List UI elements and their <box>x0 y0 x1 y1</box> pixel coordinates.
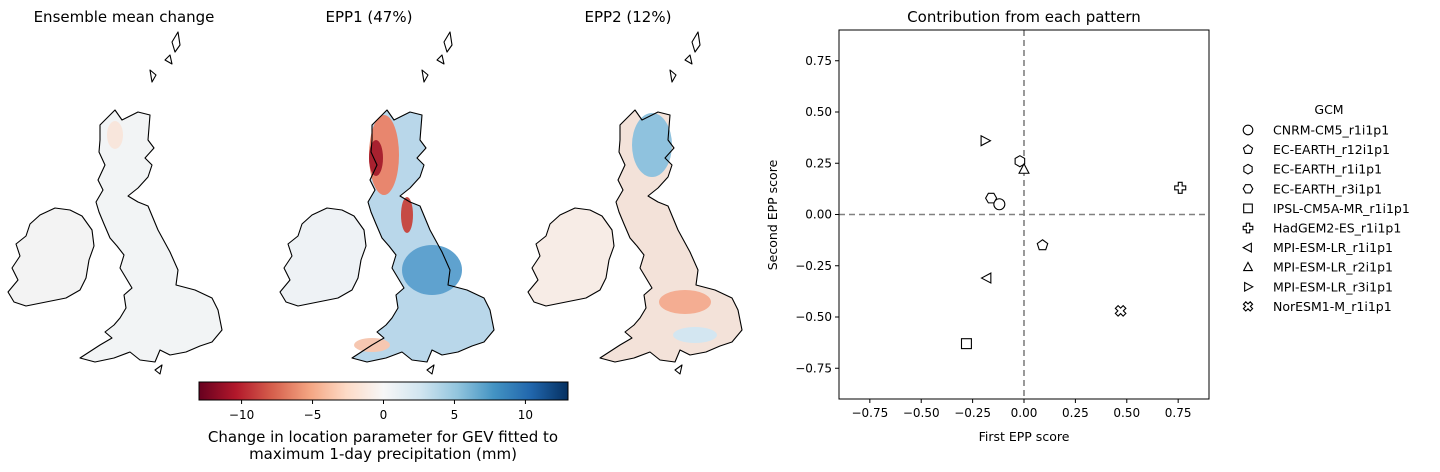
islands-coastline <box>149 31 181 375</box>
map-title-mean: Ensemble mean change <box>34 8 215 26</box>
colorbar: −10 −5 0 5 10 Change in location parameter f… <box>198 381 569 463</box>
y-tick-label: −0.75 <box>795 361 832 375</box>
legend-item: MPI-ESM-LR_r2i1p1 <box>1242 260 1393 275</box>
legend-item: IPSL-CM5A-MR_r1i1p1 <box>1243 201 1410 216</box>
legend-label: EC-EARTH_r1i1p1 <box>1273 162 1382 177</box>
legend-marker <box>1243 163 1253 175</box>
y-tick-label: 0.00 <box>805 208 832 222</box>
legend-label: MPI-ESM-LR_r3i1p1 <box>1273 279 1393 294</box>
legend-marker <box>1242 222 1254 234</box>
legend-item: MPI-ESM-LR_r3i1p1 <box>1244 279 1393 294</box>
legend-marker <box>1242 261 1254 272</box>
field-anomaly <box>107 121 123 149</box>
legend: GCM CNRM-CM5_r1i1p1 EC-EARTH_r12i1p1 EC-EA… <box>1242 102 1410 314</box>
x-tick-label: −0.25 <box>954 406 991 420</box>
legend-item: HadGEM2-ES_r1i1p1 <box>1242 221 1401 236</box>
reference-lines <box>839 30 1209 399</box>
legend-item: EC-EARTH_r1i1p1 <box>1243 162 1382 177</box>
legend-item: NorESM1-M_r1i1p1 <box>1242 299 1392 314</box>
x-tick-label: 0.75 <box>1165 406 1192 420</box>
x-tick-label: 0.00 <box>1011 406 1038 420</box>
legend-item: CNRM-CM5_r1i1p1 <box>1242 123 1389 138</box>
x-tick-label: 0.25 <box>1062 406 1089 420</box>
y-tick-label: −0.25 <box>795 259 832 273</box>
legend-marker <box>1242 144 1254 155</box>
legend-marker <box>1242 184 1254 194</box>
scatter-panel: Contribution from each pattern −0.75 −0.5… <box>765 8 1210 444</box>
legend-label: EC-EARTH_r3i1p1 <box>1273 181 1382 196</box>
map-panel-epp2: EPP2 (12%) <box>527 8 743 375</box>
legend-label: MPI-ESM-LR_r1i1p1 <box>1273 240 1393 255</box>
legend-item: EC-EARTH_r12i1p1 <box>1242 142 1390 157</box>
colorbar-gradient <box>198 381 569 401</box>
map-panel-epp1: EPP1 (47%) <box>279 8 495 375</box>
data-point <box>1114 304 1127 317</box>
colorbar-label-line2: maximum 1-day precipitation (mm) <box>249 445 517 463</box>
field-anomaly <box>401 197 413 233</box>
y-ticks: −0.75 −0.50 −0.25 0.00 0.25 0.50 0.75 <box>795 54 839 375</box>
legend-marker <box>1242 301 1254 312</box>
data-point <box>993 198 1006 211</box>
x-ticks: −0.75 −0.50 −0.25 0.00 0.25 0.50 0.75 <box>851 399 1192 420</box>
field-anomaly <box>673 327 717 343</box>
legend-marker <box>1242 124 1254 136</box>
legend-title: GCM <box>1314 102 1343 117</box>
field-anomaly <box>369 140 383 176</box>
legend-item: EC-EARTH_r3i1p1 <box>1242 181 1382 196</box>
colorbar-label-line1: Change in location parameter for GEV fit… <box>208 428 558 446</box>
legend-label: HadGEM2-ES_r1i1p1 <box>1273 221 1401 236</box>
x-tick-label: −0.50 <box>903 406 940 420</box>
chart-title: Contribution from each pattern <box>907 8 1141 26</box>
legend-label: EC-EARTH_r12i1p1 <box>1273 142 1390 157</box>
data-points <box>960 134 1187 350</box>
legend-marker <box>1242 242 1252 253</box>
legend-item: MPI-ESM-LR_r1i1p1 <box>1242 240 1393 255</box>
data-point <box>1036 239 1049 251</box>
field-anomaly <box>402 245 462 295</box>
y-tick-label: 0.25 <box>805 156 832 170</box>
y-tick-label: −0.50 <box>795 310 832 324</box>
y-axis-label: Second EPP score <box>765 159 780 270</box>
islands-coastline <box>421 31 453 375</box>
legend-label: MPI-ESM-LR_r2i1p1 <box>1273 260 1393 275</box>
data-point <box>1018 162 1030 174</box>
y-tick-label: 0.50 <box>805 105 832 119</box>
x-axis-label: First EPP score <box>979 429 1070 444</box>
colorbar-tick-label: 5 <box>451 408 459 422</box>
legend-label: NorESM1-M_r1i1p1 <box>1273 299 1392 314</box>
legend-items: CNRM-CM5_r1i1p1 EC-EARTH_r12i1p1 EC-EARTH_… <box>1242 123 1410 314</box>
plot-frame <box>838 29 1210 400</box>
ireland-fill <box>280 208 366 306</box>
y-tick-label: 0.75 <box>805 54 832 68</box>
colorbar-tick-label: −10 <box>229 408 254 422</box>
ireland-fill <box>528 208 614 306</box>
field-anomaly <box>632 113 672 177</box>
data-point <box>1014 155 1026 168</box>
colorbar-tick-label: −5 <box>304 408 322 422</box>
data-point <box>984 192 998 204</box>
great-britain-fill <box>80 110 222 362</box>
legend-label: IPSL-CM5A-MR_r1i1p1 <box>1273 201 1410 216</box>
map-title-epp2: EPP2 (12%) <box>585 8 672 26</box>
ireland-fill <box>8 208 94 306</box>
data-point <box>980 134 992 147</box>
colorbar-ticks: −10 −5 0 5 10 <box>229 400 533 422</box>
legend-marker <box>1244 281 1254 293</box>
map-panel-ensemble-mean: Ensemble mean change <box>7 8 223 375</box>
map-title-epp1: EPP1 (47%) <box>326 8 413 26</box>
data-point <box>1174 181 1187 194</box>
colorbar-tick-label: 0 <box>380 408 388 422</box>
data-point <box>980 272 992 284</box>
legend-label: CNRM-CM5_r1i1p1 <box>1273 123 1389 138</box>
x-tick-label: 0.50 <box>1113 406 1140 420</box>
x-tick-label: −0.75 <box>851 406 888 420</box>
legend-marker <box>1243 203 1253 214</box>
data-point <box>960 338 972 350</box>
field-anomaly <box>659 290 711 314</box>
islands-coastline <box>669 31 701 375</box>
colorbar-tick-label: 10 <box>518 408 533 422</box>
